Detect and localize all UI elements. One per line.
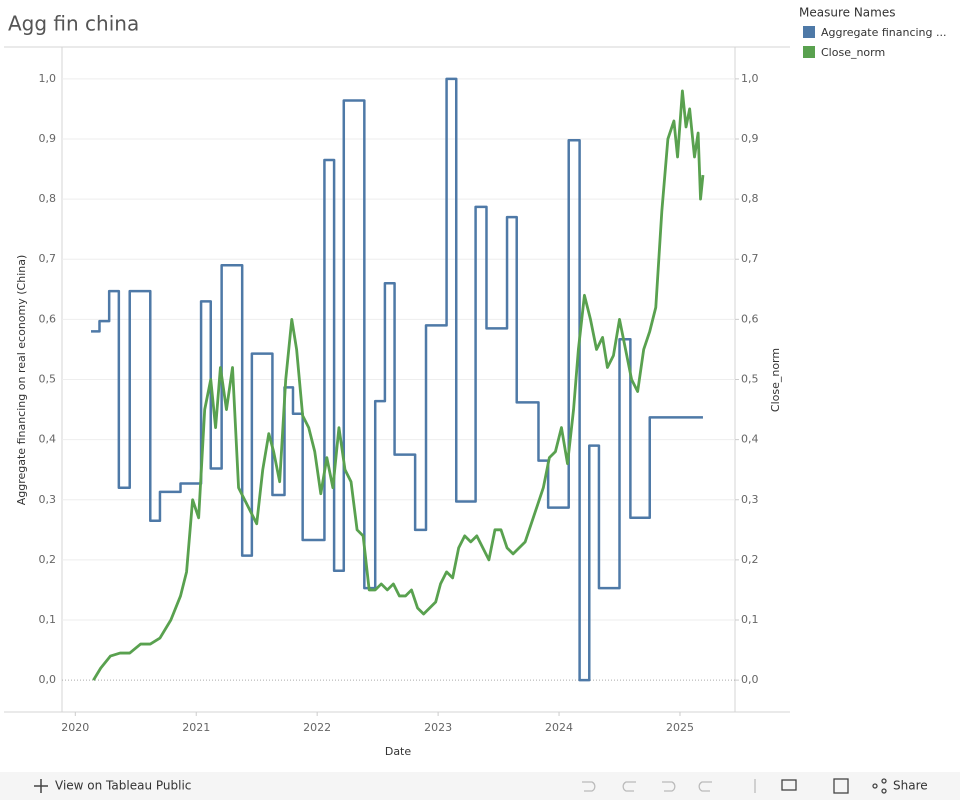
y-tick-label: 0,1	[39, 613, 57, 626]
y2-tick-label: 0,1	[741, 613, 759, 626]
legend-title: Measure Names	[799, 6, 895, 20]
y2-tick-label: 1,0	[741, 72, 759, 85]
y-tick-label: 0,3	[39, 493, 57, 506]
x-tick-label: 2020	[61, 721, 89, 734]
toolbar-icons-dark	[781, 778, 887, 794]
series-line	[92, 89, 705, 681]
y2-tick-label: 0,0	[741, 673, 759, 686]
y-tick-label: 1,0	[39, 72, 57, 85]
y-tick-label: 0,4	[39, 433, 57, 446]
y2-tick-label: 0,3	[741, 493, 759, 506]
y2-tick-label: 0,6	[741, 312, 759, 325]
y-tick-label: 0,6	[39, 312, 57, 325]
x-axis-title: Date	[385, 745, 412, 758]
y2-tick-label: 0,8	[741, 192, 759, 205]
legend-label: Aggregate financing ...	[821, 26, 947, 39]
y2-tick-label: 0,9	[741, 132, 759, 145]
y-tick-label: 0,2	[39, 553, 57, 566]
x-tick-label: 2023	[424, 721, 452, 734]
legend-swatch	[803, 26, 815, 38]
view-link[interactable]: View on Tableau Public	[55, 779, 191, 793]
y2-tick-label: 0,2	[741, 553, 759, 566]
tableau-icon	[34, 779, 48, 793]
toolbar-icons	[582, 779, 756, 793]
x-tick-label: 2021	[182, 721, 210, 734]
share-button[interactable]: Share	[893, 779, 928, 793]
legend-label: Close_norm	[821, 46, 885, 59]
x-tick-label: 2024	[545, 721, 573, 734]
y-axis-title: Aggregate financing on real economy (Chi…	[15, 255, 28, 506]
y2-tick-label: 0,5	[741, 373, 759, 386]
x-tick-label: 2025	[666, 721, 694, 734]
y2-axis-title: Close_norm	[769, 348, 782, 412]
y-tick-label: 0,7	[39, 252, 57, 265]
y2-tick-label: 0,7	[741, 252, 759, 265]
toolbar	[0, 772, 960, 800]
y-tick-label: 0,8	[39, 192, 57, 205]
y2-tick-label: 0,4	[741, 433, 759, 446]
chart-title: Agg fin china	[8, 12, 139, 36]
y-tick-label: 0,9	[39, 132, 57, 145]
y-tick-label: 0,5	[39, 373, 57, 386]
y-tick-label: 0,0	[39, 673, 57, 686]
x-tick-label: 2022	[303, 721, 331, 734]
legend-swatch	[803, 46, 815, 58]
